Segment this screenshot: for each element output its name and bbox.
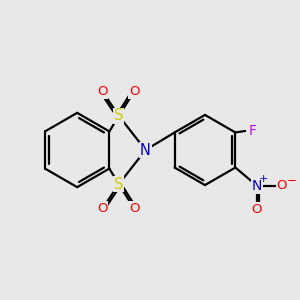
Text: F: F — [248, 124, 256, 138]
Text: O: O — [129, 202, 140, 215]
Text: S: S — [114, 177, 124, 192]
Text: −: − — [286, 174, 296, 187]
Text: O: O — [129, 85, 140, 98]
Text: O: O — [251, 202, 262, 216]
Text: +: + — [259, 174, 268, 184]
Text: O: O — [276, 179, 287, 193]
Text: O: O — [97, 85, 108, 98]
Text: O: O — [97, 202, 108, 215]
Text: N: N — [140, 142, 151, 158]
Text: S: S — [114, 108, 124, 123]
Text: N: N — [252, 179, 262, 193]
